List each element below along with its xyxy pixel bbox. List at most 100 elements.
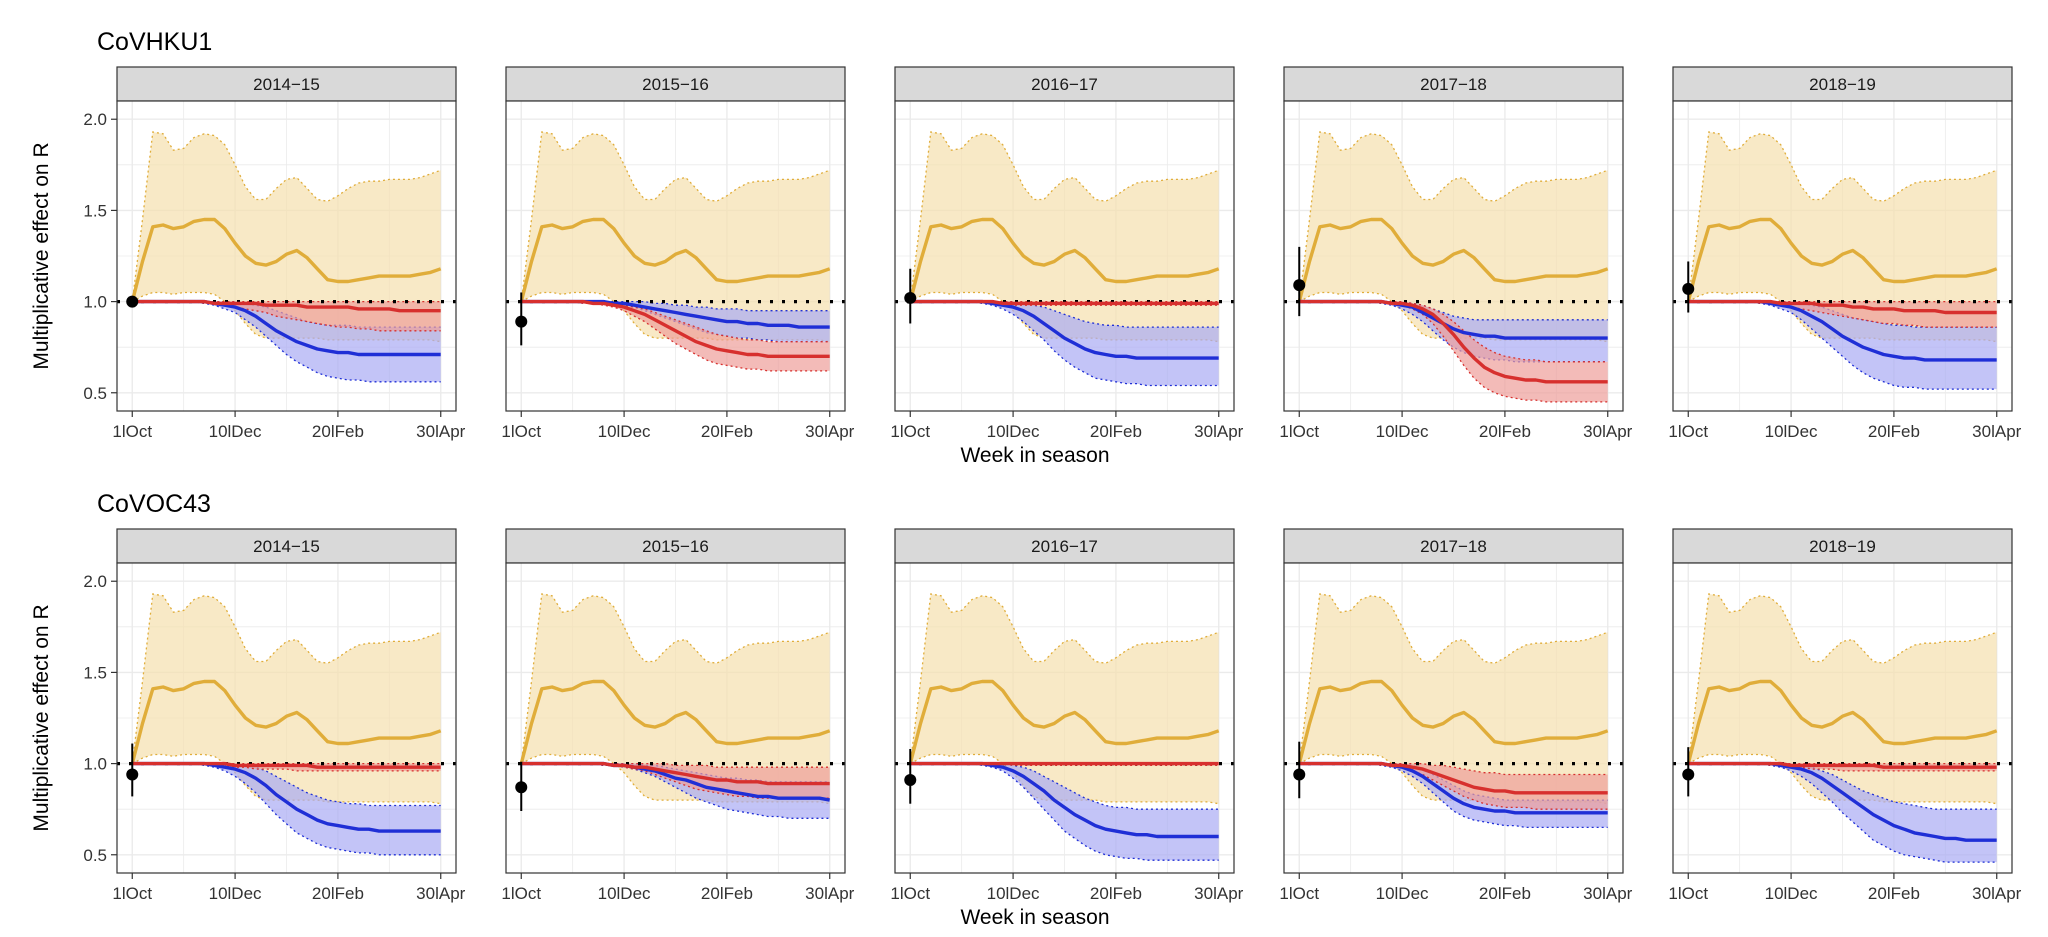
point-estimate [126, 768, 139, 781]
facet-panel: 2017−18 1lOct 10lDec 20lFeb 30lApr [1279, 528, 1633, 903]
y-tick-label: 1.5 [83, 663, 107, 682]
panel-border [1283, 562, 1624, 874]
x-tick-label: 20lFeb [1868, 422, 1920, 441]
x-tick-label: 30lApr [1194, 884, 1243, 903]
red-series-ribbon [1299, 763, 1608, 810]
y-tick-label: 2.0 [83, 110, 107, 129]
y-tick-label: 0.5 [83, 384, 107, 403]
blue-series-ribbon [521, 301, 830, 342]
yellow-series-ribbon [521, 132, 830, 342]
x-tick-label: 1lOct [1668, 422, 1708, 441]
yellow-series-ribbon [1688, 132, 1997, 342]
x-tick-label: 1lOct [112, 884, 152, 903]
facet-strip-label: 2016−17 [1031, 75, 1098, 94]
yellow-series-ribbon [132, 132, 441, 342]
red-series-line [521, 299, 830, 358]
x-tick-label: 1lOct [112, 422, 152, 441]
facet-panel: 2015−16 1lOct 10lDec 20lFeb 30lApr [501, 66, 855, 441]
x-tick-label: 10lDec [598, 422, 651, 441]
x-tick-label: 30lApr [416, 884, 465, 903]
x-tick-label: 1lOct [1279, 884, 1319, 903]
facet-strip-label: 2014−15 [253, 75, 320, 94]
facet-panel: 2014−15 1lOct 10lDec 20lFeb 30lApr 0.5 1.0 1.5 2… [83, 528, 466, 903]
x-tick-label: 30lApr [416, 422, 465, 441]
point-estimate [904, 291, 917, 304]
yellow-series-ribbon-lower-bound [1687, 753, 1997, 805]
red-series-line [1299, 299, 1608, 384]
facet-strip [1672, 66, 2013, 102]
red-series-ribbon [1299, 301, 1608, 402]
red-series-ribbon [1688, 763, 1997, 771]
facet-strip [894, 66, 1235, 102]
point-estimate [126, 295, 139, 308]
x-tick-label: 10lDec [987, 422, 1040, 441]
x-tick-label: 1lOct [1668, 884, 1708, 903]
x-tick-label: 1lOct [890, 422, 930, 441]
yellow-series-ribbon-upper-bound [909, 593, 1219, 764]
facet-panel: 2018−19 1lOct 10lDec 20lFeb 30lApr [1668, 528, 2022, 903]
yellow-series-line [519, 679, 831, 765]
facet-strip [1672, 528, 2013, 564]
y-tick-label: 1.5 [83, 201, 107, 220]
facet-strip [116, 66, 457, 102]
panel-border [116, 562, 457, 874]
red-series-line [132, 299, 441, 313]
yellow-series-ribbon-upper-bound [131, 131, 441, 302]
yellow-series-ribbon-upper-bound [520, 131, 830, 302]
facet-strip-label: 2016−17 [1031, 537, 1098, 556]
x-tick-label: 20lFeb [312, 422, 364, 441]
yellow-series-line [519, 217, 831, 303]
yellow-series-line [1297, 679, 1609, 765]
facet-strip-label: 2018−19 [1809, 75, 1876, 94]
y-tick-label: 2.0 [83, 572, 107, 591]
point-estimate [515, 781, 528, 794]
row-title: CoVHKU1 [97, 28, 212, 56]
point-estimate [1682, 282, 1695, 295]
facet-strip-label: 2015−16 [642, 537, 709, 556]
y-axis-label: Multiplicative effect on R [30, 604, 53, 831]
yellow-series-line [1686, 217, 1998, 303]
x-tick-label: 10lDec [598, 884, 651, 903]
x-tick-label: 20lFeb [701, 884, 753, 903]
facet-panel: 2017−18 1lOct 10lDec 20lFeb 30lApr [1279, 66, 1633, 441]
red-series-line [1688, 761, 1997, 769]
y-tick-label: 1.0 [83, 293, 107, 312]
point-estimate [904, 774, 917, 786]
x-axis-label: Week in season [960, 906, 1109, 929]
x-tick-label: 30lApr [1583, 884, 1632, 903]
facet-panel: 2018−19 1lOct 10lDec 20lFeb 30lApr [1668, 66, 2022, 441]
x-tick-label: 30lApr [1194, 422, 1243, 441]
red-series-ribbon [132, 763, 441, 771]
red-series-line [132, 761, 441, 769]
panel-border [505, 100, 846, 412]
panel-border [1283, 100, 1624, 412]
blue-series-ribbon [1688, 301, 1997, 390]
x-tick-label: 10lDec [1765, 884, 1818, 903]
panel-border [505, 562, 846, 874]
red-series-ribbon [1688, 301, 1997, 328]
yellow-series-line [1297, 217, 1609, 303]
x-tick-label: 30lApr [1583, 422, 1632, 441]
x-tick-label: 30lApr [1972, 884, 2021, 903]
yellow-series-ribbon [910, 594, 1219, 804]
x-axis-label: Week in season [960, 444, 1109, 467]
panel-border [894, 562, 1235, 874]
facet-panel: 2014−15 1lOct 10lDec 20lFeb 30lApr 0.5 1.0 1.5 2… [83, 66, 466, 441]
panel-border [894, 100, 1235, 412]
blue-series-ribbon [132, 301, 441, 382]
y-axis-label: Multiplicative effect on R [30, 142, 53, 369]
facet-strip-label: 2015−16 [642, 75, 709, 94]
x-tick-label: 1lOct [1279, 422, 1319, 441]
x-tick-label: 10lDec [1765, 422, 1818, 441]
yellow-series-ribbon-upper-bound [131, 593, 441, 764]
red-series-line [910, 299, 1219, 306]
yellow-series-line [130, 217, 442, 303]
x-tick-label: 20lFeb [1479, 422, 1531, 441]
y-tick-label: 0.5 [83, 846, 107, 865]
yellow-series-ribbon [1299, 132, 1608, 342]
facet-strip-label: 2017−18 [1420, 75, 1487, 94]
yellow-series-line [1686, 679, 1998, 765]
red-series-ribbon [521, 763, 830, 799]
yellow-series-ribbon-upper-bound [1687, 131, 1997, 302]
